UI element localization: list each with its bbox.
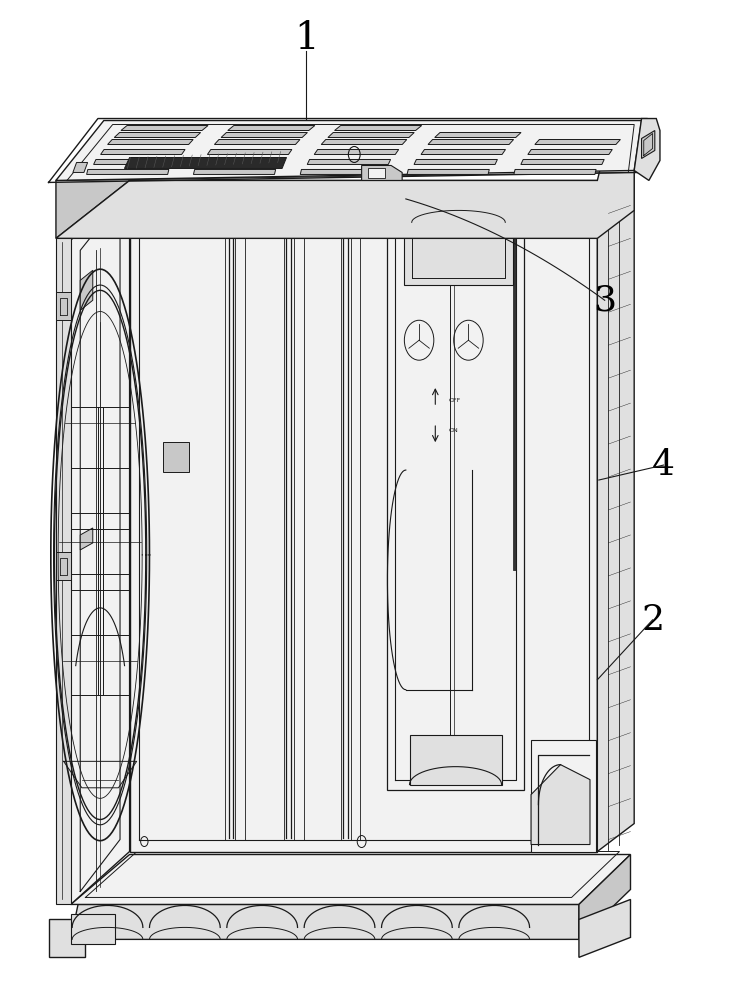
Polygon shape (387, 205, 524, 790)
Polygon shape (321, 140, 407, 144)
Polygon shape (193, 169, 276, 174)
Polygon shape (368, 168, 385, 178)
Polygon shape (428, 140, 514, 144)
Polygon shape (579, 855, 630, 939)
Polygon shape (531, 765, 590, 845)
Polygon shape (535, 140, 621, 144)
Polygon shape (597, 152, 634, 852)
Polygon shape (114, 133, 201, 138)
Polygon shape (49, 919, 86, 957)
Polygon shape (641, 131, 655, 158)
Text: 3: 3 (593, 283, 616, 317)
Polygon shape (414, 159, 497, 164)
Polygon shape (228, 126, 315, 131)
Polygon shape (163, 442, 188, 472)
Polygon shape (56, 150, 634, 238)
Text: 1: 1 (294, 20, 319, 57)
Polygon shape (410, 735, 502, 785)
Polygon shape (514, 169, 596, 174)
Polygon shape (80, 528, 93, 550)
Polygon shape (362, 165, 402, 180)
Text: 4: 4 (652, 448, 675, 482)
Polygon shape (404, 215, 513, 285)
Polygon shape (328, 133, 414, 138)
Polygon shape (307, 159, 390, 164)
Polygon shape (300, 169, 382, 174)
Polygon shape (201, 159, 284, 164)
Polygon shape (56, 121, 641, 180)
Polygon shape (71, 180, 130, 904)
Polygon shape (521, 159, 604, 164)
Polygon shape (531, 740, 596, 852)
Polygon shape (421, 149, 506, 154)
Polygon shape (71, 914, 115, 944)
Text: 2: 2 (641, 603, 664, 637)
Polygon shape (314, 149, 399, 154)
Polygon shape (108, 140, 193, 144)
Polygon shape (334, 126, 421, 131)
Polygon shape (71, 904, 579, 939)
Polygon shape (73, 162, 88, 172)
Polygon shape (528, 149, 613, 154)
Polygon shape (513, 200, 517, 570)
Text: OFF: OFF (449, 398, 461, 403)
Polygon shape (125, 157, 286, 168)
Polygon shape (56, 552, 71, 580)
Polygon shape (435, 133, 521, 138)
Polygon shape (80, 270, 93, 310)
Polygon shape (221, 133, 308, 138)
Polygon shape (207, 149, 292, 154)
Polygon shape (634, 119, 660, 180)
Polygon shape (71, 855, 630, 904)
Polygon shape (56, 238, 71, 904)
Polygon shape (407, 169, 489, 174)
Polygon shape (215, 140, 300, 144)
Polygon shape (130, 180, 597, 852)
Polygon shape (86, 169, 169, 174)
Polygon shape (121, 126, 208, 131)
Polygon shape (56, 292, 71, 320)
Polygon shape (100, 149, 185, 154)
Polygon shape (56, 126, 130, 238)
Polygon shape (94, 159, 177, 164)
Text: ON: ON (449, 428, 458, 433)
Polygon shape (579, 899, 630, 957)
